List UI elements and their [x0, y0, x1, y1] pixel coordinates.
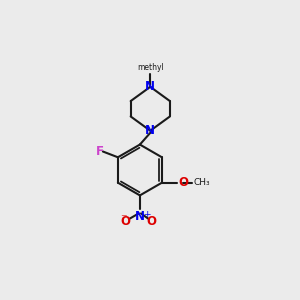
Text: N: N [145, 80, 155, 93]
Text: N: N [135, 210, 145, 224]
Text: N: N [145, 124, 155, 137]
Text: +: + [143, 210, 150, 219]
Text: O: O [146, 215, 156, 229]
Text: CH₃: CH₃ [193, 178, 210, 187]
Text: methyl: methyl [137, 63, 164, 72]
Text: O: O [178, 176, 188, 189]
Text: O: O [120, 215, 130, 229]
Text: F: F [96, 145, 104, 158]
Text: ⁻: ⁻ [120, 212, 126, 226]
